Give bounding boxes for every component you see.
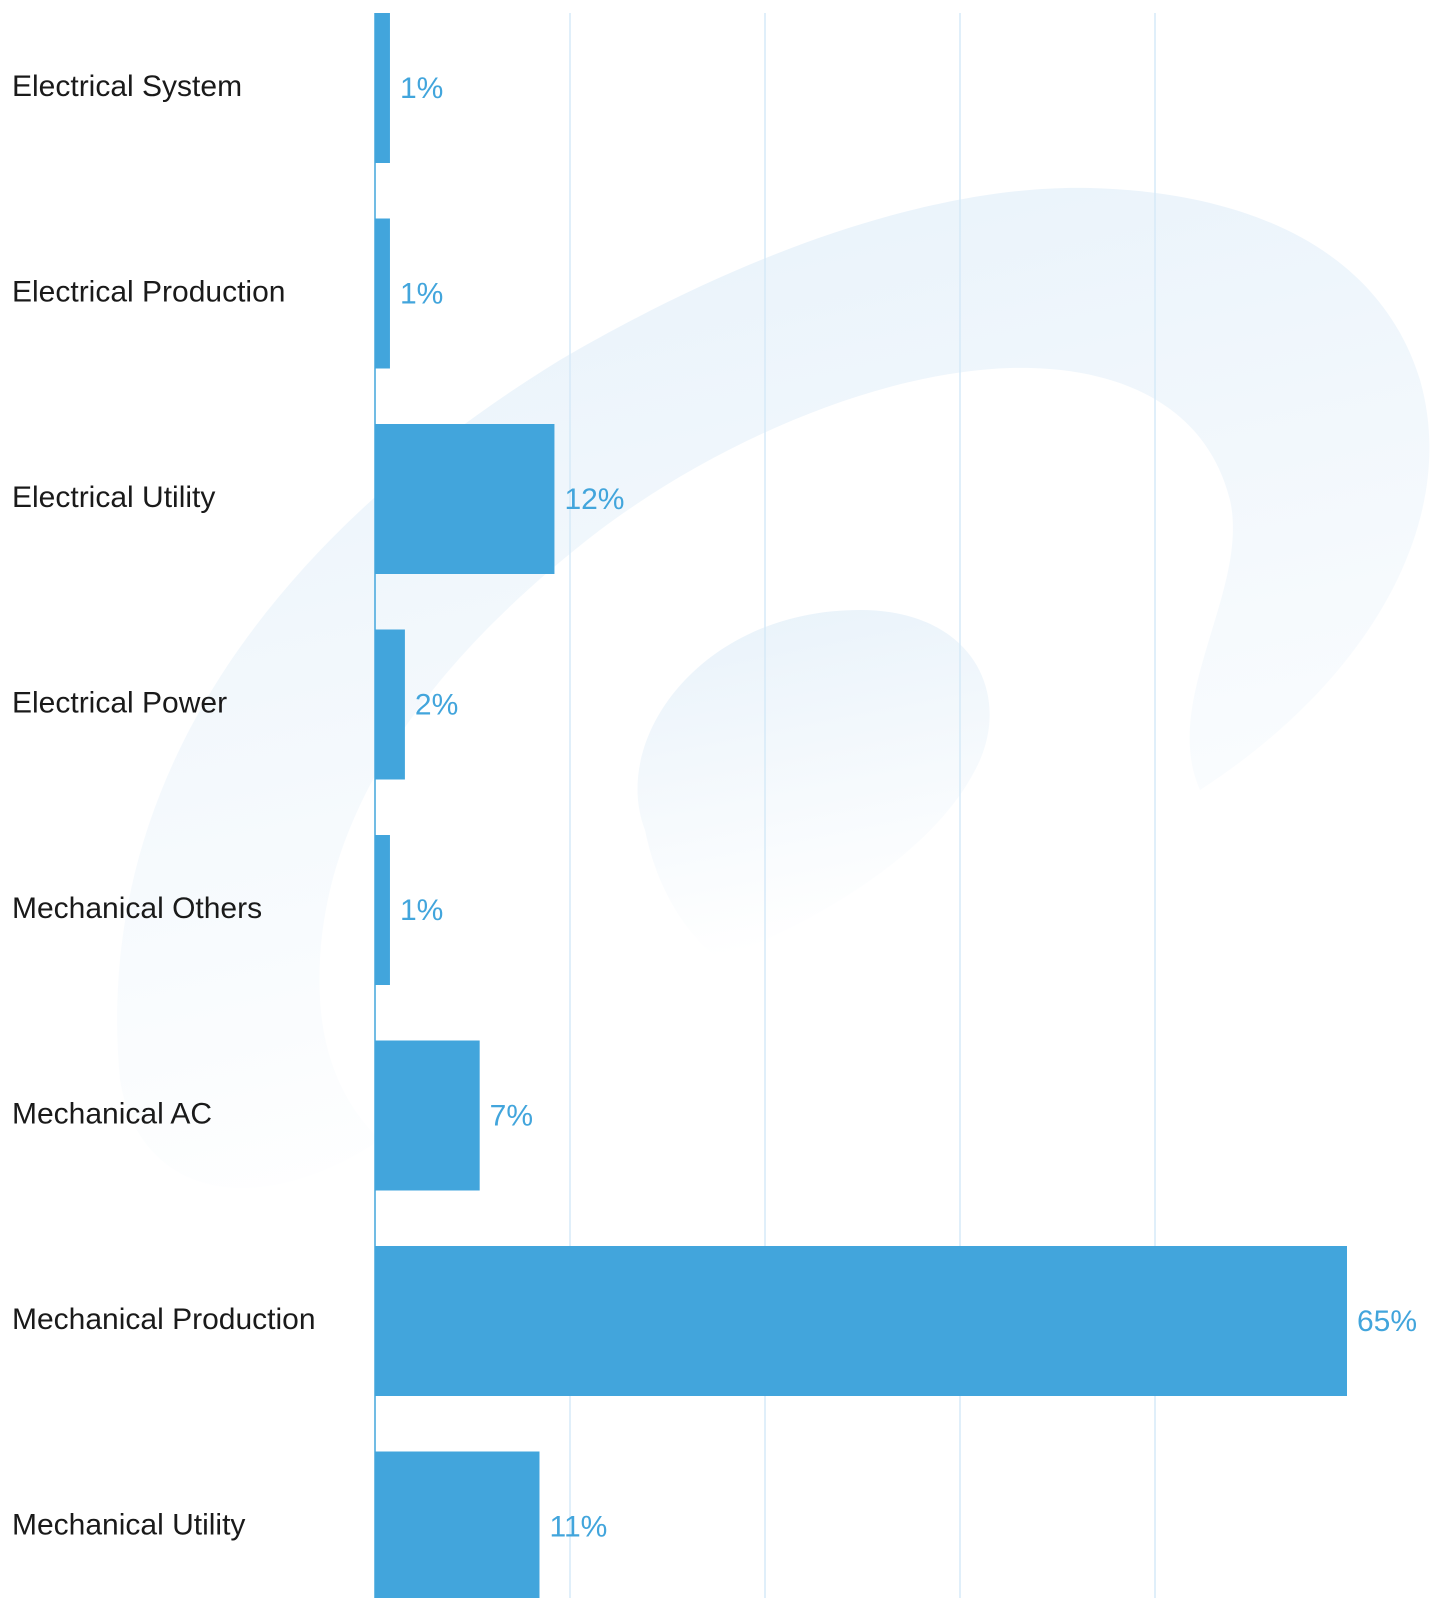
labels: Electrical System 1% Electrical Production… bbox=[12, 70, 1417, 1544]
category-label: Electrical Utility bbox=[12, 481, 215, 514]
bar-mechanical-others bbox=[375, 835, 390, 985]
value-label: 11% bbox=[549, 1510, 607, 1543]
category-label: Mechanical Production bbox=[12, 1303, 316, 1336]
category-label: Mechanical AC bbox=[12, 1097, 212, 1130]
value-label: 1% bbox=[400, 894, 443, 927]
value-label: 1% bbox=[400, 277, 443, 310]
category-label: Mechanical Others bbox=[12, 892, 262, 925]
bar-electrical-utility bbox=[375, 424, 555, 574]
value-label: 12% bbox=[564, 483, 624, 516]
category-label: Electrical Production bbox=[12, 275, 285, 308]
bar-electrical-system bbox=[375, 13, 390, 163]
bars bbox=[375, 13, 1347, 1598]
category-label: Mechanical Utility bbox=[12, 1508, 245, 1541]
bar-mechanical-utility bbox=[375, 1451, 540, 1598]
value-label: 1% bbox=[400, 72, 443, 105]
category-label: Electrical System bbox=[12, 70, 242, 103]
bar-electrical-power bbox=[375, 629, 405, 780]
bar-mechanical-production bbox=[375, 1246, 1347, 1396]
value-label: 7% bbox=[490, 1099, 533, 1132]
bar-electrical-production bbox=[375, 218, 390, 369]
category-label: Electrical Power bbox=[12, 686, 227, 719]
value-label: 2% bbox=[415, 688, 458, 721]
background-watermark bbox=[117, 187, 1430, 1188]
value-label: 65% bbox=[1357, 1305, 1417, 1338]
bar-mechanical-ac bbox=[375, 1040, 480, 1191]
